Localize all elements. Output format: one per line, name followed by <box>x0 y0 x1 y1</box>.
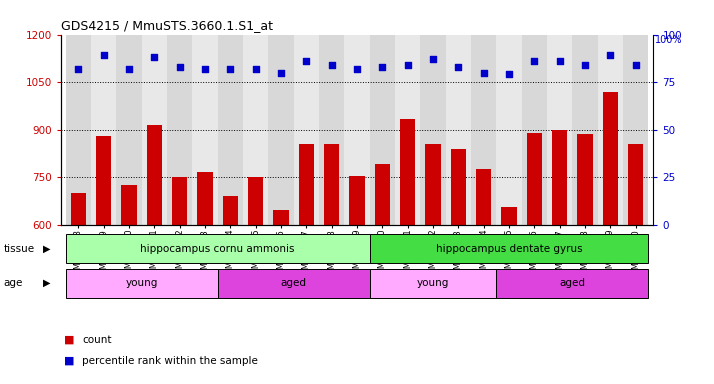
Point <box>301 58 312 64</box>
Point <box>528 58 540 64</box>
Point <box>503 71 515 78</box>
Point <box>326 62 338 68</box>
Bar <box>116 35 142 225</box>
Bar <box>172 177 187 225</box>
Text: aged: aged <box>281 278 307 288</box>
Bar <box>268 35 293 225</box>
Bar <box>218 269 370 298</box>
Bar <box>66 269 218 298</box>
Text: young: young <box>126 278 158 288</box>
Bar <box>451 149 466 225</box>
Bar <box>243 35 268 225</box>
Text: age: age <box>4 278 23 288</box>
Bar <box>628 144 643 225</box>
Point <box>554 58 565 64</box>
Bar <box>471 35 496 225</box>
Bar <box>370 234 648 263</box>
Bar <box>476 169 491 225</box>
Bar <box>572 35 598 225</box>
Bar <box>522 35 547 225</box>
Text: tissue: tissue <box>4 243 35 254</box>
Point <box>73 66 84 72</box>
Bar <box>167 35 192 225</box>
Bar <box>192 35 218 225</box>
Bar <box>527 133 542 225</box>
Bar <box>598 35 623 225</box>
Point <box>199 66 211 72</box>
Point <box>276 70 287 76</box>
Bar <box>501 207 516 225</box>
Point <box>250 66 261 72</box>
Bar <box>147 125 162 225</box>
Point <box>124 66 135 72</box>
Bar <box>66 35 91 225</box>
Bar <box>375 164 390 225</box>
Bar <box>293 35 319 225</box>
Point <box>376 64 388 70</box>
Bar <box>623 35 648 225</box>
Point <box>579 62 590 68</box>
Text: count: count <box>82 335 111 345</box>
Text: GDS4215 / MmuSTS.3660.1.S1_at: GDS4215 / MmuSTS.3660.1.S1_at <box>61 19 273 32</box>
Point <box>225 66 236 72</box>
Point <box>630 62 641 68</box>
Text: 100%: 100% <box>655 35 682 45</box>
Point <box>478 70 489 76</box>
Bar <box>370 269 496 298</box>
Bar <box>121 185 136 225</box>
Bar <box>578 134 593 225</box>
Bar <box>273 210 288 225</box>
Point <box>605 52 616 58</box>
Bar <box>395 35 421 225</box>
Bar <box>96 136 111 225</box>
Point <box>98 52 109 58</box>
Text: hippocampus dentate gyrus: hippocampus dentate gyrus <box>436 243 582 254</box>
Point <box>402 62 413 68</box>
Bar <box>426 144 441 225</box>
Text: percentile rank within the sample: percentile rank within the sample <box>82 356 258 366</box>
Bar <box>223 196 238 225</box>
Bar <box>400 119 416 225</box>
Bar <box>496 35 522 225</box>
Text: young: young <box>417 278 449 288</box>
Bar <box>421 35 446 225</box>
Bar <box>71 193 86 225</box>
Bar <box>547 35 572 225</box>
Point <box>174 64 186 70</box>
Bar <box>298 144 314 225</box>
Text: ▶: ▶ <box>43 278 51 288</box>
Bar <box>91 35 116 225</box>
Bar <box>370 35 395 225</box>
Bar <box>218 35 243 225</box>
Bar <box>142 35 167 225</box>
Bar <box>324 144 339 225</box>
Text: hippocampus cornu ammonis: hippocampus cornu ammonis <box>141 243 295 254</box>
Bar <box>319 35 344 225</box>
Bar <box>198 172 213 225</box>
Text: ■: ■ <box>64 335 75 345</box>
Bar <box>66 234 370 263</box>
Point <box>427 56 438 62</box>
Bar <box>446 35 471 225</box>
Bar <box>552 130 567 225</box>
Point <box>351 66 363 72</box>
Point <box>149 54 160 60</box>
Bar <box>349 175 365 225</box>
Bar <box>603 92 618 225</box>
Text: aged: aged <box>559 278 585 288</box>
Bar <box>344 35 370 225</box>
Bar <box>248 177 263 225</box>
Point <box>453 64 464 70</box>
Text: ■: ■ <box>64 356 75 366</box>
Text: ▶: ▶ <box>43 243 51 254</box>
Bar <box>496 269 648 298</box>
